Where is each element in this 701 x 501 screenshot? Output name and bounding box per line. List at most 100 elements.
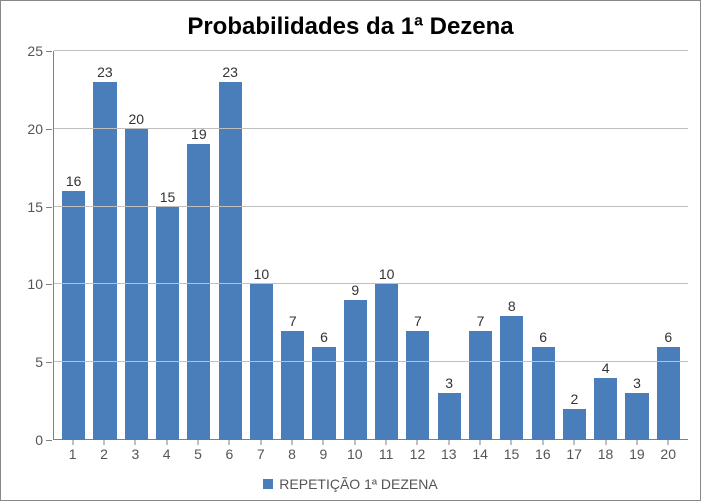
bar-value-label: 7 — [477, 313, 485, 329]
x-tick: 18 — [590, 440, 621, 462]
y-tick-label: 0 — [35, 432, 43, 448]
x-tick-mark — [166, 440, 167, 445]
x-tick-mark — [511, 440, 512, 445]
bar-slot: 6 — [653, 51, 684, 440]
x-tick-mark — [636, 440, 637, 445]
bar-slot: 2 — [559, 51, 590, 440]
x-tick-label: 7 — [257, 446, 265, 462]
bar-value-label: 10 — [379, 266, 395, 282]
x-tick-label: 5 — [194, 446, 202, 462]
x-tick: 5 — [182, 440, 213, 462]
bar-value-label: 16 — [66, 173, 82, 189]
plot-row: 0510152025 1623201519231076910737862436 — [13, 51, 688, 440]
bar-slot: 20 — [121, 51, 152, 440]
x-tick-mark — [448, 440, 449, 445]
x-axis-spacer — [13, 440, 53, 462]
x-tick: 19 — [621, 440, 652, 462]
bar-slot: 6 — [527, 51, 558, 440]
x-axis-row: 1234567891011121314151617181920 — [13, 440, 688, 462]
y-axis: 0510152025 — [13, 51, 53, 440]
x-tick-mark — [135, 440, 136, 445]
bar: 4 — [594, 378, 617, 440]
y-tick-mark — [46, 362, 52, 363]
x-tick-label: 2 — [100, 446, 108, 462]
x-tick-label: 16 — [535, 446, 551, 462]
bar-value-label: 23 — [97, 64, 113, 80]
bar-slot: 4 — [590, 51, 621, 440]
y-tick: 0 — [35, 432, 43, 448]
x-tick-mark — [229, 440, 230, 445]
x-tick-mark — [668, 440, 669, 445]
bar-value-label: 6 — [664, 329, 672, 345]
x-tick-mark — [323, 440, 324, 445]
chart-frame: Probabilidades da 1ª Dezena 0510152025 1… — [0, 0, 701, 501]
y-tick-label: 15 — [27, 199, 43, 215]
bar-slot: 23 — [214, 51, 245, 440]
y-tick-mark — [46, 51, 52, 52]
y-tick-mark — [46, 284, 52, 285]
x-tick: 12 — [402, 440, 433, 462]
x-tick-label: 6 — [225, 446, 233, 462]
y-tick-label: 25 — [27, 43, 43, 59]
bar: 7 — [281, 331, 304, 440]
bar: 23 — [93, 82, 116, 440]
x-tick: 13 — [433, 440, 464, 462]
x-tick-label: 1 — [69, 446, 77, 462]
bar-value-label: 3 — [633, 375, 641, 391]
legend: REPETIÇÃO 1ª DEZENA — [13, 462, 688, 492]
x-tick-label: 19 — [629, 446, 645, 462]
x-tick-mark — [104, 440, 105, 445]
gridline — [54, 283, 688, 284]
bar-slot: 7 — [465, 51, 496, 440]
bar-value-label: 7 — [414, 313, 422, 329]
legend-swatch — [263, 479, 273, 489]
x-tick-mark — [542, 440, 543, 445]
x-tick-label: 4 — [163, 446, 171, 462]
bar-value-label: 10 — [254, 266, 270, 282]
y-tick: 15 — [27, 199, 43, 215]
x-tick: 7 — [245, 440, 276, 462]
x-tick-mark — [292, 440, 293, 445]
bar-value-label: 23 — [222, 64, 238, 80]
x-tick: 9 — [308, 440, 339, 462]
bar-slot: 23 — [89, 51, 120, 440]
y-tick: 20 — [27, 121, 43, 137]
bar: 8 — [500, 316, 523, 440]
x-tick-label: 12 — [410, 446, 426, 462]
x-tick-mark — [417, 440, 418, 445]
bar: 3 — [625, 393, 648, 440]
y-tick: 10 — [27, 276, 43, 292]
x-tick: 3 — [120, 440, 151, 462]
x-tick-label: 13 — [441, 446, 457, 462]
y-tick-label: 5 — [35, 354, 43, 370]
y-tick-mark — [46, 440, 52, 441]
chart-title: Probabilidades da 1ª Dezena — [13, 13, 688, 41]
legend-label: REPETIÇÃO 1ª DEZENA — [279, 476, 437, 492]
bar-value-label: 6 — [539, 329, 547, 345]
bar-value-label: 3 — [445, 375, 453, 391]
bar: 15 — [156, 207, 179, 440]
bar-value-label: 7 — [289, 313, 297, 329]
bar-slot: 3 — [621, 51, 652, 440]
bar: 3 — [438, 393, 461, 440]
x-tick-mark — [260, 440, 261, 445]
y-tick-mark — [46, 129, 52, 130]
x-tick: 16 — [527, 440, 558, 462]
bar: 10 — [250, 284, 273, 440]
x-tick: 6 — [214, 440, 245, 462]
x-tick-label: 11 — [379, 446, 394, 462]
gridline — [54, 128, 688, 129]
x-tick: 15 — [496, 440, 527, 462]
gridline — [54, 206, 688, 207]
x-tick: 14 — [464, 440, 495, 462]
bar-value-label: 2 — [570, 391, 578, 407]
bar: 16 — [62, 191, 85, 440]
x-tick: 20 — [653, 440, 684, 462]
x-tick-mark — [72, 440, 73, 445]
bar: 7 — [469, 331, 492, 440]
y-tick: 25 — [27, 43, 43, 59]
bar: 10 — [375, 284, 398, 440]
x-tick-mark — [354, 440, 355, 445]
x-tick-mark — [480, 440, 481, 445]
x-tick-mark — [574, 440, 575, 445]
